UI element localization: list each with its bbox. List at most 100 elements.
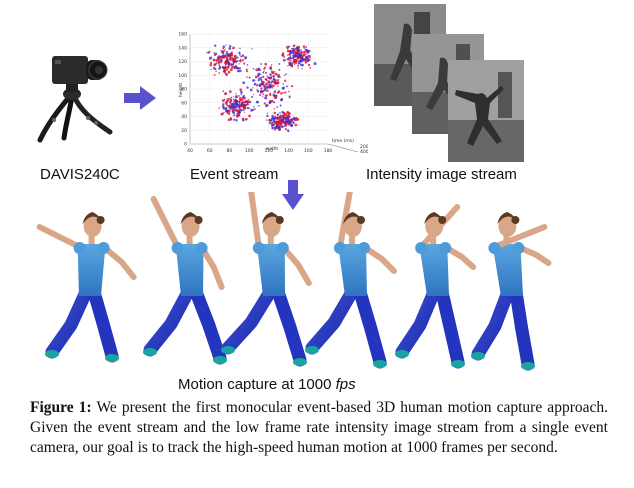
event-point [294, 63, 296, 66]
neck [186, 234, 193, 244]
event-point [221, 99, 225, 102]
t-tick-label: 200 [360, 144, 368, 150]
event-point [246, 106, 250, 110]
event-point [290, 65, 294, 68]
human-figure [305, 192, 397, 369]
x-tick-label: 80 [227, 148, 233, 154]
hair [497, 212, 518, 224]
motion-capture-sequence [36, 192, 552, 371]
right-leg [435, 285, 465, 369]
event-point [274, 70, 276, 73]
hair-bun [194, 216, 203, 224]
neck [503, 234, 510, 244]
y-tick-label: 120 [178, 59, 187, 65]
y-tick-label: 100 [178, 73, 187, 79]
left-leg [221, 285, 277, 355]
event-point [233, 114, 236, 117]
event-point [218, 66, 222, 69]
event-point [239, 58, 242, 61]
sleeve [334, 242, 346, 254]
event-point [269, 76, 273, 80]
event-point [285, 116, 288, 120]
event-point [277, 121, 281, 124]
event-point [241, 54, 245, 57]
event-point [244, 97, 246, 100]
right-leg [509, 285, 535, 371]
event-point [221, 52, 225, 55]
intensity-frame-3 [448, 60, 524, 162]
event-point [236, 56, 239, 59]
event-point [277, 125, 281, 129]
event-point [309, 66, 312, 69]
event-point [284, 122, 287, 125]
event-point [260, 80, 263, 83]
event-point [231, 56, 233, 59]
event-point [268, 83, 272, 87]
event-point [288, 45, 291, 48]
event-point [251, 48, 253, 50]
event-point [226, 68, 229, 71]
right-arm [100, 244, 137, 280]
event-point [277, 76, 279, 78]
event-point [213, 67, 217, 71]
event-point [265, 85, 267, 88]
event-point [293, 50, 295, 52]
event-point [243, 105, 247, 109]
event-point [297, 63, 299, 65]
event-point [236, 100, 239, 103]
hair [424, 212, 445, 224]
event-point [227, 63, 230, 65]
event-point [217, 56, 220, 59]
event-point [260, 76, 262, 79]
sleeve [252, 242, 265, 254]
human-figure [36, 212, 137, 363]
event-point [233, 96, 235, 98]
y-tick-label: 80 [181, 87, 187, 93]
event-point [248, 107, 251, 110]
event-point [271, 114, 274, 117]
event-point [239, 88, 243, 92]
right-leg [271, 285, 307, 367]
event-point [243, 111, 246, 113]
event-point [251, 95, 254, 99]
event-point [232, 109, 235, 111]
motion-capture-label: Motion capture at 1000 fps [178, 376, 356, 393]
sleeve [358, 242, 370, 254]
event-point [300, 50, 302, 52]
fps-unit: fps [335, 376, 356, 393]
event-point [221, 50, 224, 53]
left-arm [150, 196, 181, 250]
event-point [270, 65, 272, 68]
event-point [268, 122, 271, 125]
event-point [230, 64, 233, 67]
event-point [228, 64, 230, 67]
event-point [253, 93, 255, 96]
event-point [313, 62, 317, 66]
event-point [286, 120, 289, 122]
event-point [245, 68, 248, 71]
right-leg [353, 285, 387, 369]
shoe [221, 346, 235, 354]
event-stream-label: Event stream [190, 166, 279, 183]
hair [180, 212, 201, 224]
event-point [225, 100, 228, 103]
event-point [283, 74, 286, 77]
event-point [232, 98, 235, 100]
neck [267, 234, 274, 244]
human-figures [36, 192, 552, 371]
event-point [272, 115, 275, 117]
event-point [290, 124, 293, 127]
event-point [264, 66, 266, 69]
caption-text: We present the first monocular event-bas… [30, 399, 608, 456]
event-point [276, 79, 279, 82]
event-point [232, 101, 235, 103]
event-point [222, 45, 226, 48]
event-point [236, 96, 238, 99]
shoe [143, 348, 157, 356]
event-point [243, 63, 245, 65]
event-point [247, 98, 250, 101]
event-point [241, 102, 244, 104]
event-point [246, 70, 248, 73]
event-point [229, 54, 232, 57]
torso [492, 244, 523, 296]
